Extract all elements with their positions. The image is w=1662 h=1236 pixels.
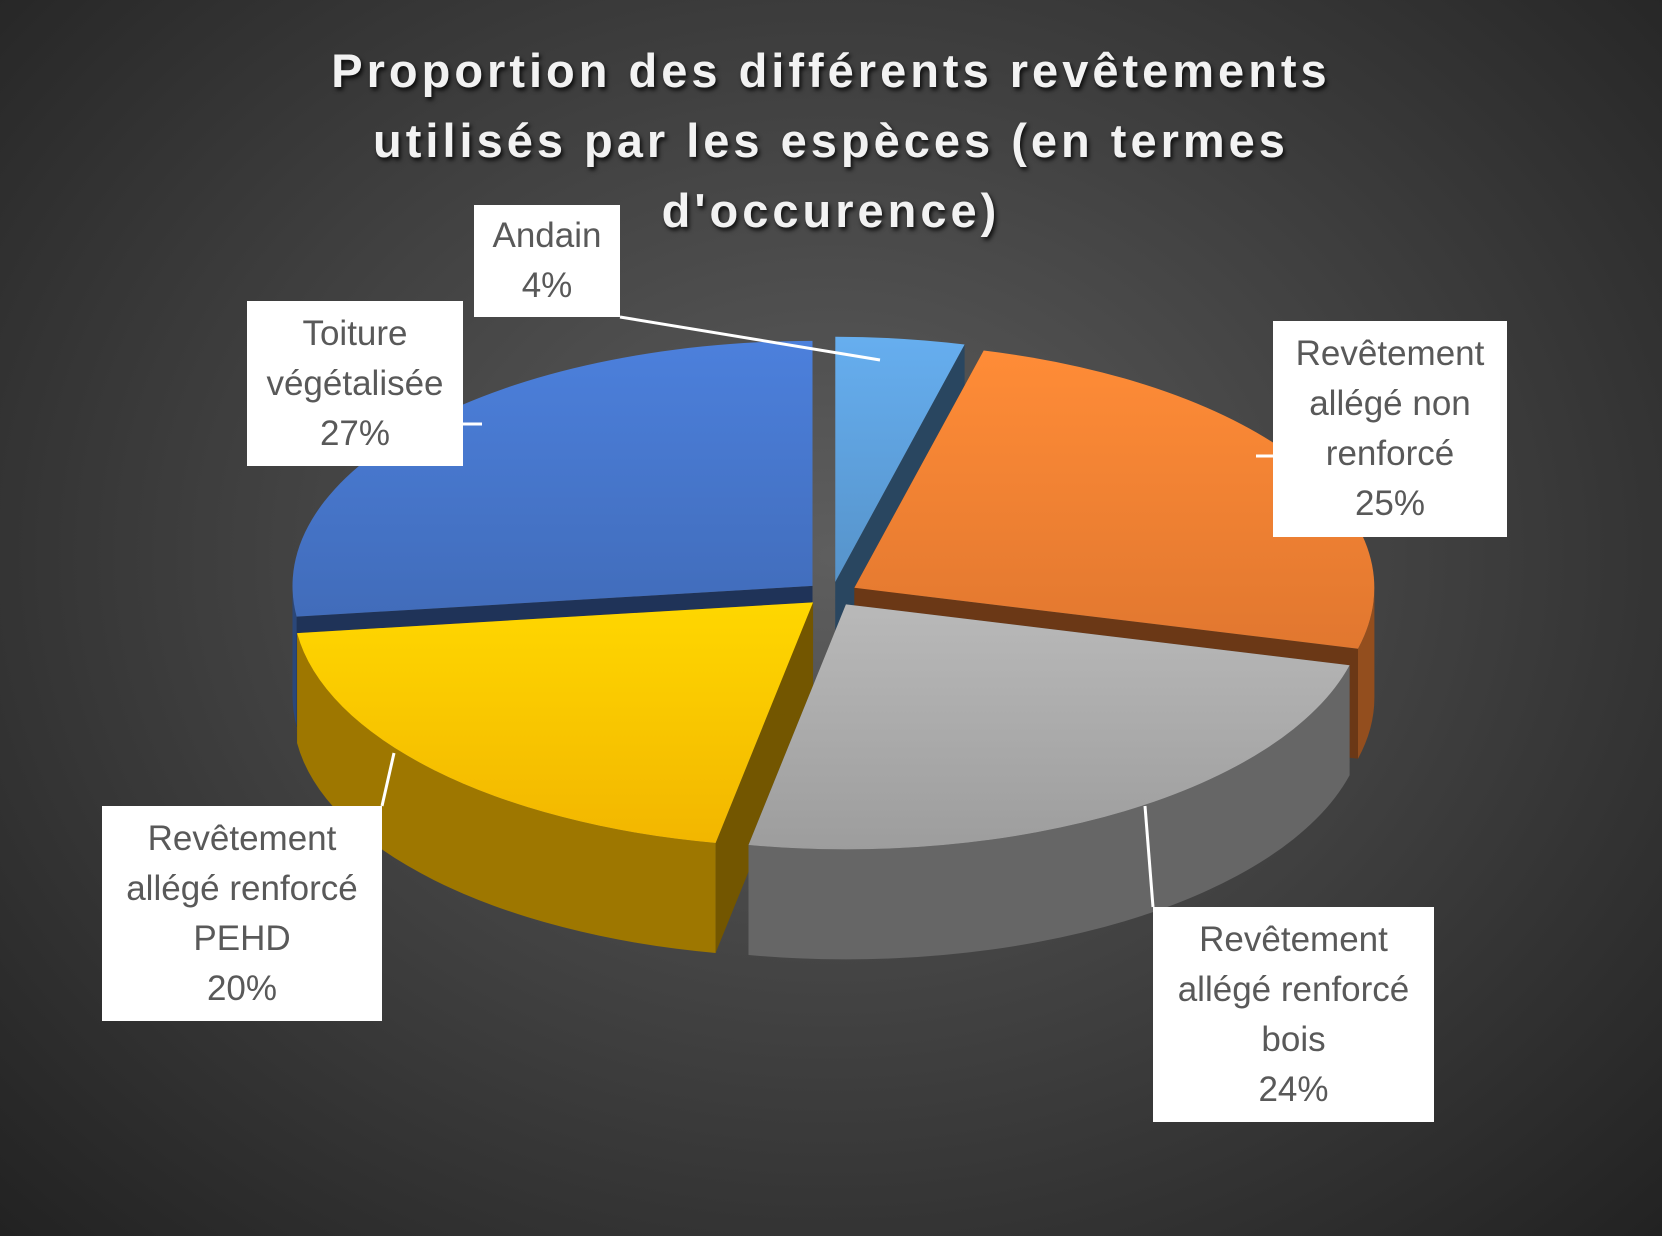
value-label: 20% <box>206 968 278 1008</box>
data-label: Revêtement allégé non renforcé 25% <box>1273 321 1507 537</box>
slice <box>835 336 965 582</box>
slice <box>297 602 814 843</box>
data-label: Andain 4% <box>474 205 620 317</box>
category-label: Revêtement allégé renforcé PEHD <box>126 818 358 958</box>
value-label: 25% <box>1354 484 1426 523</box>
value-label: 24% <box>1258 1069 1329 1109</box>
slice-side <box>748 665 1350 960</box>
data-label: Revêtement allégé renforcé PEHD 20% <box>102 806 382 1021</box>
value-label: 4% <box>521 266 573 305</box>
slice-side <box>292 585 297 727</box>
chart-title: Proportion des différents revêtements ut… <box>331 44 1331 237</box>
slice <box>748 604 1350 850</box>
data-label: Toiture végétalisée 27% <box>247 301 463 466</box>
data-label: Revêtement allégé renforcé bois 24% <box>1153 907 1434 1122</box>
category-label: Andain <box>492 216 602 255</box>
slice <box>854 350 1375 649</box>
leader-line <box>619 315 881 362</box>
slice <box>292 340 813 617</box>
category-label: Toiture végétalisée <box>266 313 444 403</box>
slice-side <box>297 633 716 953</box>
value-label: 27% <box>319 413 391 453</box>
leader-line <box>380 752 396 807</box>
leader-line <box>1143 805 1155 908</box>
category-label: Revêtement allégé non renforcé <box>1295 334 1485 473</box>
slice-side <box>1358 587 1375 759</box>
category-label: Revêtement allégé renforcé bois <box>1177 919 1410 1059</box>
